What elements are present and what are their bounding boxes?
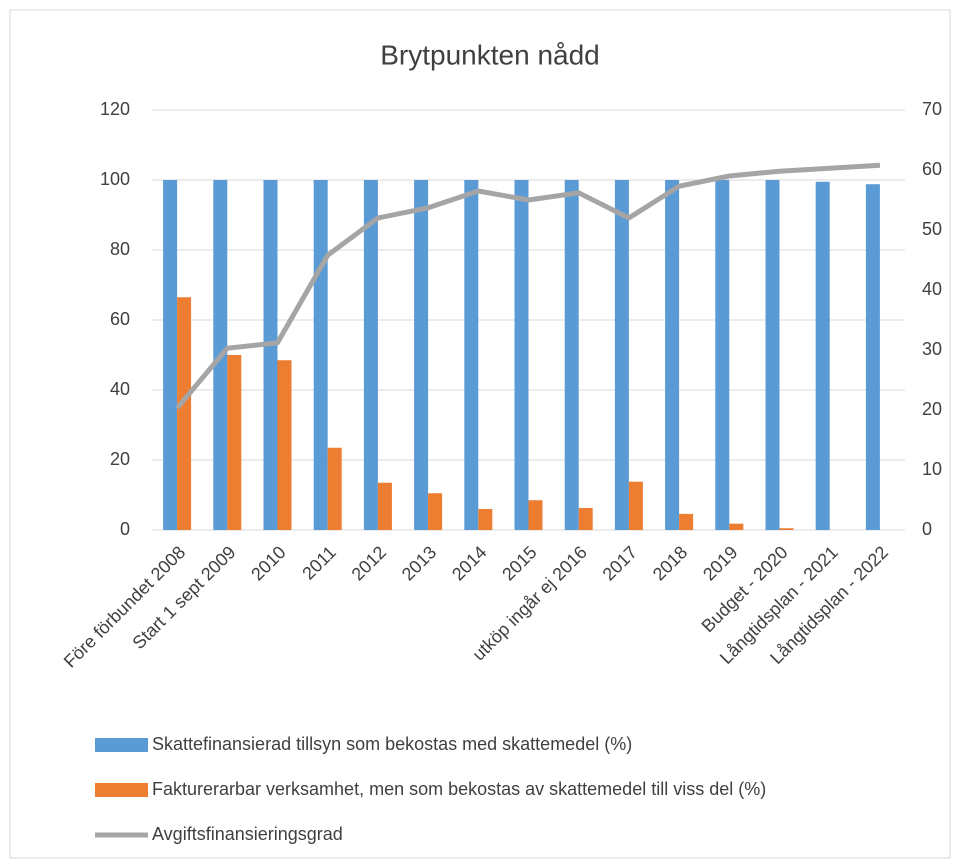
bar	[327, 447, 342, 530]
bar	[363, 180, 378, 530]
legend-swatch	[95, 738, 148, 752]
bar	[729, 523, 744, 530]
y-tick-label: 60	[110, 309, 130, 329]
bar	[177, 297, 192, 530]
bar	[665, 180, 680, 530]
y2-tick-label: 20	[922, 399, 942, 419]
bar	[578, 507, 593, 530]
y2-tick-label: 30	[922, 339, 942, 359]
y-tick-label: 120	[100, 99, 130, 119]
y-tick-label: 20	[110, 449, 130, 469]
legend-swatch	[95, 783, 148, 797]
bar	[414, 180, 429, 530]
bar	[163, 180, 178, 530]
legend-label: Skattefinansierad tillsyn som bekostas m…	[152, 734, 632, 754]
y2-tick-label: 70	[922, 99, 942, 119]
bar	[815, 181, 830, 530]
y-tick-label: 0	[120, 519, 130, 539]
bar	[263, 180, 278, 530]
y2-tick-label: 0	[922, 519, 932, 539]
bar	[564, 180, 579, 530]
chart-title: Brytpunkten nådd	[380, 39, 600, 70]
y-tick-label: 40	[110, 379, 130, 399]
chart-frame	[9, 9, 951, 859]
line	[175, 162, 881, 410]
bar	[377, 482, 392, 530]
y2-tick-label: 50	[922, 219, 942, 239]
bar	[865, 184, 880, 530]
bar	[765, 180, 780, 530]
bar	[514, 180, 529, 530]
y-tick-label: 100	[100, 169, 130, 189]
bar	[313, 180, 328, 530]
bar	[277, 360, 292, 530]
bar	[428, 493, 443, 530]
legend-label: Avgiftsfinansieringsgrad	[152, 824, 343, 844]
y-tick-label: 80	[110, 239, 130, 259]
bar	[464, 180, 479, 530]
bar	[478, 509, 493, 530]
y2-tick-label: 60	[922, 159, 942, 179]
bar	[628, 481, 643, 530]
bar	[614, 180, 629, 530]
bar	[679, 513, 694, 530]
bar	[779, 528, 794, 530]
bar	[715, 180, 730, 530]
bar	[528, 500, 543, 530]
y2-tick-label: 40	[922, 279, 942, 299]
y2-tick-label: 10	[922, 459, 942, 479]
legend-label: Fakturerarbar verksamhet, men som bekost…	[152, 779, 766, 799]
bar	[227, 355, 242, 530]
